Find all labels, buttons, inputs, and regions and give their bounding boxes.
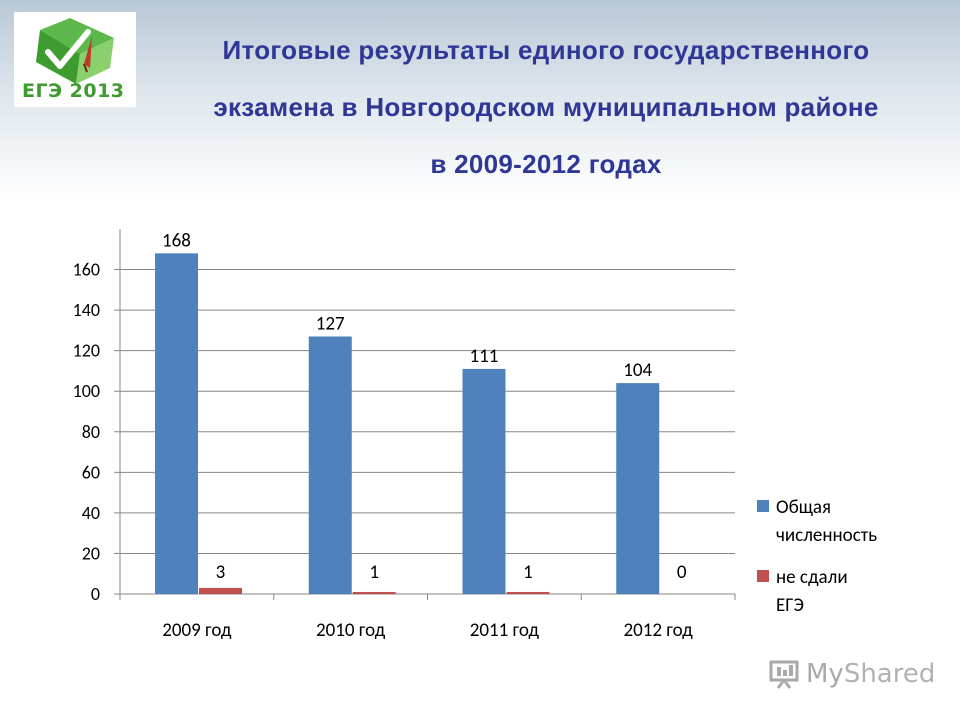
data-label: 0 [677,561,687,584]
watermark-shared: Shared [843,659,936,689]
y-tick-label: 0 [91,583,100,605]
page-title: Итоговые результаты единого государствен… [140,22,952,193]
y-tick-label: 160 [73,259,100,281]
checkmark-logo-icon [36,18,114,84]
legend-label: не сдали [776,566,848,589]
watermark-my: My [806,659,844,689]
bar-total [308,336,352,594]
data-label: 168 [162,229,191,252]
bar-total [616,383,660,594]
data-label: 104 [623,359,652,382]
bar-failed [199,587,242,594]
y-tick-label: 20 [82,542,100,564]
legend-swatch-total [757,500,769,512]
ege-logo [14,12,136,107]
bar-total [155,253,198,595]
y-tick-label: 120 [73,340,100,362]
data-label: 1 [369,561,379,584]
data-label: 3 [216,561,226,584]
logo-text: ЕГЭ 2013 [22,80,125,102]
legend-label: численность [776,524,877,547]
y-tick-label: 100 [73,380,100,402]
title-line-2: экзамена в Новгородском муниципальном ра… [213,92,879,122]
legend-label: ЕГЭ [776,594,804,617]
legend-swatch-failed [757,570,769,582]
x-tick-label: 2011 год [470,619,540,642]
legend-label: Общая [776,496,831,519]
bar-failed [506,591,550,594]
bar-failed [352,591,396,594]
x-tick-label: 2012 год [623,619,693,642]
y-tick-label: 140 [73,299,100,321]
x-tick-label: 2009 год [162,619,232,642]
x-tick-label: 2010 год [316,619,386,642]
data-label: 1 [523,561,533,584]
data-label: 127 [316,312,345,335]
presentation-icon [769,660,799,689]
myshared-watermark: My Shared [768,656,935,692]
header-band [0,0,960,200]
title-line-1: Итоговые результаты единого государствен… [222,35,870,65]
y-tick-label: 60 [82,461,100,483]
bar-total [462,368,506,594]
y-tick-label: 40 [82,502,100,524]
data-label: 111 [470,345,499,368]
title-line-3: в 2009-2012 годах [430,149,662,179]
y-tick-label: 80 [82,421,100,443]
